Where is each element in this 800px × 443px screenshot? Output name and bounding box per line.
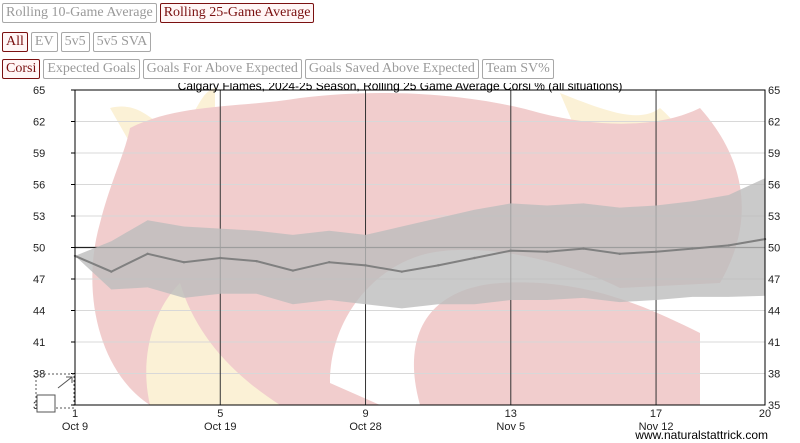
x-tick-game-label: 13 <box>505 408 517 420</box>
chart-axes: 3535383841414444474750505353565659596262… <box>33 85 780 433</box>
y-tick-label-right: 35 <box>768 400 780 412</box>
corsi-point <box>255 259 258 263</box>
y-tick-label-left: 62 <box>33 117 45 129</box>
corsi-point <box>400 270 404 273</box>
corsi-point <box>509 249 512 252</box>
y-tick-label-left: 65 <box>33 85 45 97</box>
corsi-range-band <box>75 178 765 309</box>
chart-title: Calgary Flames, 2024-25 Season, Rolling … <box>178 83 623 93</box>
y-tick-label-left: 38 <box>33 369 45 381</box>
x-tick-date-label: Oct 9 <box>62 421 88 433</box>
x-tick-game-label: 9 <box>362 408 368 420</box>
x-tick-game-label: 1 <box>72 408 78 420</box>
corsi-point <box>473 256 476 260</box>
y-tick-label-right: 50 <box>768 243 780 255</box>
x-tick-game-label: 5 <box>217 408 223 420</box>
y-tick-label-right: 44 <box>768 306 780 318</box>
rolling-window-toggle: Rolling 10-Game Average Rolling 25-Game A… <box>2 3 315 23</box>
y-tick-label-right: 59 <box>768 148 780 160</box>
corsi-series <box>73 237 767 273</box>
5v5-button[interactable]: 5v5 <box>60 32 90 52</box>
corsi-point <box>364 264 367 267</box>
goals-for-above-expected-button[interactable]: Goals For Above Expected <box>142 59 302 79</box>
y-tick-label-left: 56 <box>33 180 45 192</box>
y-tick-label-right: 47 <box>768 274 780 286</box>
x-tick-game-label: 20 <box>759 408 771 420</box>
metric-toggle: Corsi Expected Goals Goals For Above Expec… <box>2 59 554 79</box>
x-tick-date-label: Oct 28 <box>349 421 381 433</box>
y-tick-label-left: 47 <box>33 274 45 286</box>
rolling-25-game-average-button[interactable]: Rolling 25-Game Average <box>159 3 315 23</box>
corsi-point <box>219 256 222 260</box>
y-tick-label-right: 41 <box>768 337 780 349</box>
corsi-point <box>182 261 186 264</box>
y-tick-label-left: 41 <box>33 337 45 349</box>
y-tick-label-right: 62 <box>768 117 780 129</box>
corsi-point <box>727 244 730 247</box>
corsi-point <box>545 250 549 253</box>
zoom-widget[interactable] <box>35 373 75 413</box>
y-tick-label-left: 53 <box>33 211 45 223</box>
x-tick-date-label: Oct 19 <box>204 421 236 433</box>
strength-state-toggle: All EV 5v5 5v5 SVA <box>2 32 152 52</box>
corsi-point <box>582 247 585 250</box>
corsi-point <box>328 261 331 264</box>
corsi-point <box>436 264 440 267</box>
expected-goals-button[interactable]: Expected Goals <box>43 59 140 79</box>
corsi-point <box>618 252 621 255</box>
x-tick-date-label: Nov 5 <box>496 421 525 433</box>
y-tick-label-right: 65 <box>768 85 780 97</box>
corsi-chart: 3535383841414444474750505353565659596262… <box>33 83 780 442</box>
y-tick-label-left: 59 <box>33 148 45 160</box>
zoom-small-square-icon[interactable] <box>36 394 56 413</box>
corsi-point <box>110 270 113 273</box>
y-tick-label-right: 56 <box>768 180 780 192</box>
zoom-arrow-head-icon <box>66 376 73 383</box>
y-tick-label-right: 53 <box>768 211 780 223</box>
corsi-point <box>291 269 295 272</box>
y-tick-label-left: 50 <box>33 243 45 255</box>
logo-c-red-lower <box>413 282 700 405</box>
y-tick-label-right: 38 <box>768 369 780 381</box>
y-tick-label-left: 44 <box>33 306 45 318</box>
corsi-button[interactable]: Corsi <box>2 59 41 79</box>
5v5-sva-button[interactable]: 5v5 SVA <box>92 32 152 52</box>
corsi-point <box>654 250 658 253</box>
site-credit: www.naturalstattrick.com <box>634 428 768 442</box>
rolling-10-game-average-button[interactable]: Rolling 10-Game Average <box>2 3 157 23</box>
corsi-point <box>691 247 694 250</box>
x-tick-date-label: Nov 12 <box>639 421 674 433</box>
range-band-area <box>75 178 765 309</box>
corsi-line <box>74 238 766 273</box>
team-sv-button[interactable]: Team SV% <box>481 59 554 79</box>
ev-button[interactable]: EV <box>30 32 58 52</box>
corsi-point <box>146 252 149 255</box>
zoom-arrow-icon <box>57 376 73 389</box>
goals-saved-above-expected-button[interactable]: Goals Saved Above Expected <box>304 59 479 79</box>
logo-flame-yellow-bottom <box>146 283 280 405</box>
all-button[interactable]: All <box>2 32 28 52</box>
x-tick-game-label: 17 <box>650 408 662 420</box>
